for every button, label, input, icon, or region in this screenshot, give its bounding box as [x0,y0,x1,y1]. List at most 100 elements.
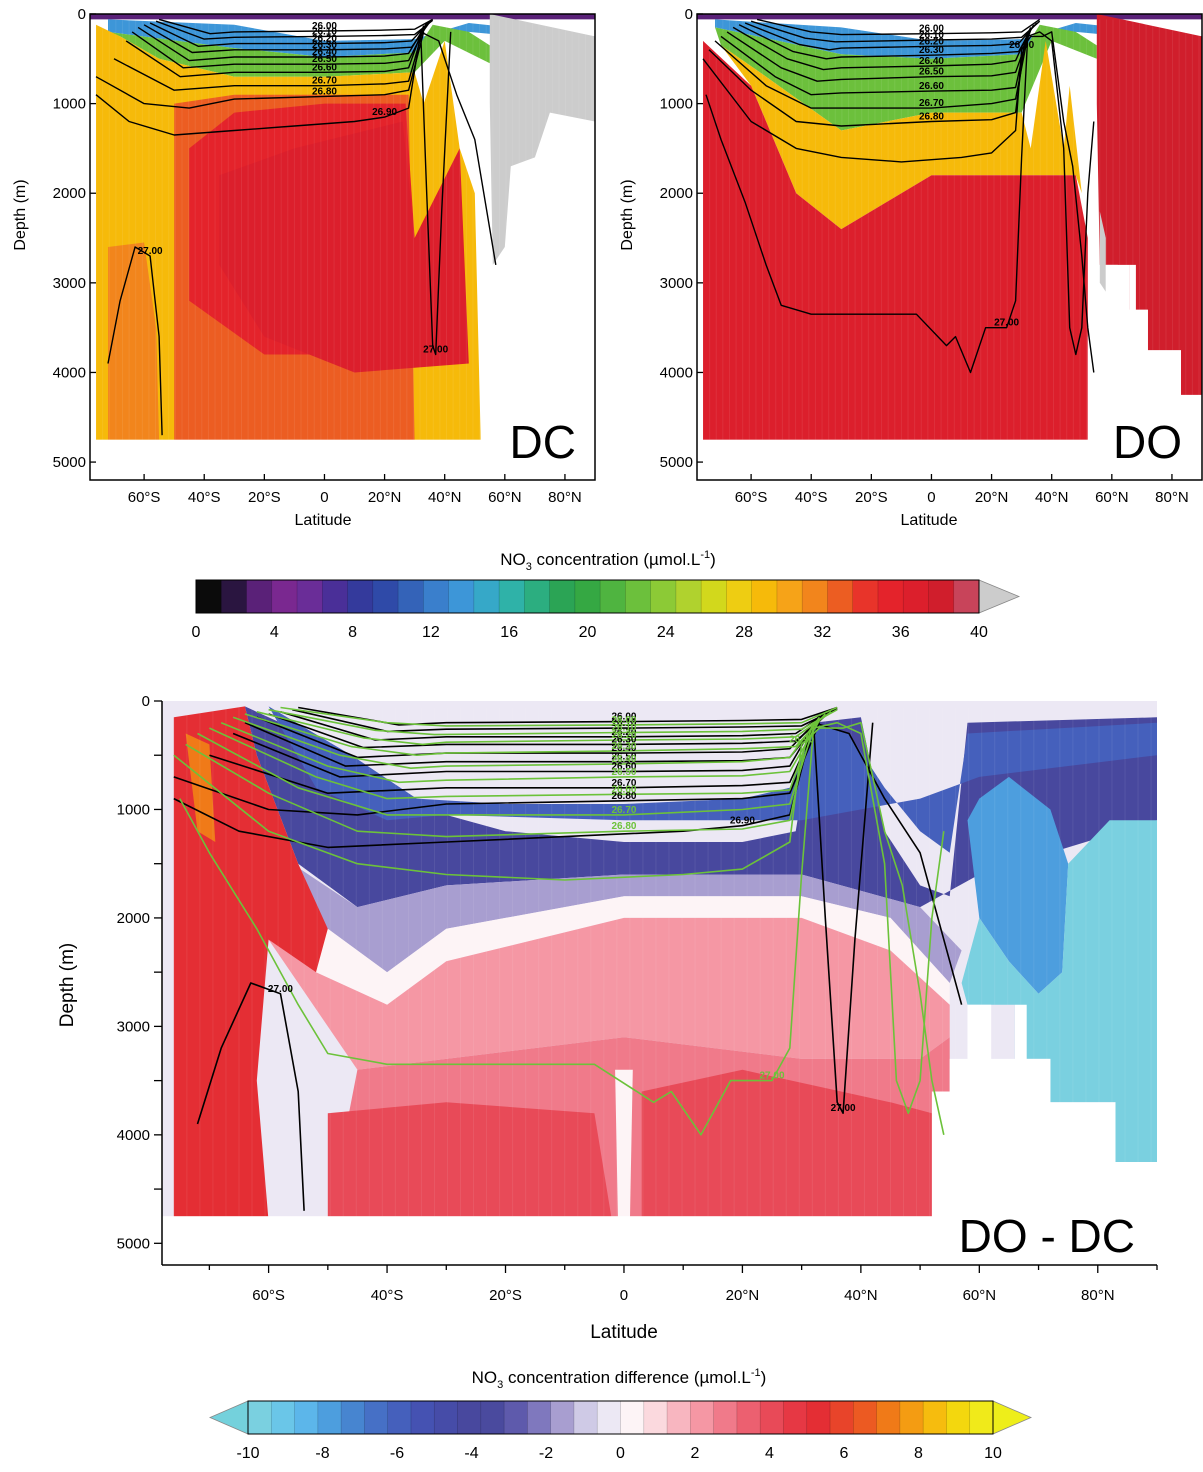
isopycnal-contour [256,711,826,759]
heatmap-layer-diff [162,701,1157,1222]
colorbar-swatch [221,580,248,613]
colorbar-tick-label: 40 [970,624,988,641]
colorbar-no3-title: NO3 concentration (µmol.L-1) [500,549,716,573]
colorbar-extend-max [992,1400,1033,1435]
panel-label-do: DO [1113,416,1182,468]
colorbar-swatch [524,580,551,613]
colorbar-swatch [928,580,955,613]
colorbar-swatch [297,580,323,613]
contour-label: 26.40 [919,56,944,67]
isopycnal-contour [714,36,1029,109]
isopycnal-layer-do [702,18,1095,374]
x-tick-label: 20°N [975,489,1009,506]
isopycnal-contour [256,711,832,746]
below-seafloor [697,439,1202,480]
x-axis-do: 60°S 40°S 20°S 0 20°N 40°N 60°N 80°N [735,474,1189,506]
isopycnal-contour [705,31,1095,374]
x-tick-label: 40°S [795,489,828,506]
colorbar-swatch [751,580,778,613]
colorbar-diff-swatches [208,1400,1033,1435]
colorbar-swatch [726,580,753,613]
contour-label: 27.00 [994,318,1019,329]
contour-label: 26.70 [611,805,636,816]
contour-label: 26.20 [611,727,636,738]
below-seafloor [90,439,595,480]
seafloor-mask [1087,264,1202,445]
heatmap-band [327,1102,613,1222]
x-tick-label: 0 [320,489,328,506]
colorbar-diff: NO3 concentration difference (µmol.L-1) … [208,1367,1033,1462]
y-axis-title-do: Depth (m) [619,179,636,250]
colorbar-swatch [899,1401,924,1434]
colorbar-tick-label: 16 [500,624,518,641]
colorbar-tick-label: 28 [735,624,753,641]
heatmap-band [90,14,595,20]
isopycnal-contour [708,40,1026,127]
x-tick-label: 20°N [726,1287,760,1304]
colorbar-extend-max [978,579,1021,614]
y-tick-label: 3000 [660,275,693,292]
colorbar-swatch [876,1401,901,1434]
colorbar-swatch [473,580,500,613]
isopycnal-contour [280,706,838,727]
contour-label: 26.60 [919,81,944,92]
colorbar-swatch [364,1401,389,1434]
y-axis-title-diff: Depth (m) [57,943,78,1027]
colorbar-swatch [802,580,828,613]
isopycnal-contour [750,20,1041,43]
isopycnal-contour [209,722,815,800]
isopycnal-contour [197,727,815,816]
heatmap-band [967,776,1069,994]
colorbar-tick-label: -6 [390,1445,404,1462]
contour-label: 26.00 [611,712,636,723]
isopycnal-contour [179,721,945,1136]
colorbar-swatch [776,580,803,613]
colorbar-swatch [667,1401,691,1434]
colorbar-diff-title-mid: concentration difference (µmol.L [503,1368,751,1387]
contour-label: 26.50 [312,54,337,65]
heatmap-band [1096,14,1202,400]
x-tick-label: 40°S [371,1287,404,1304]
colorbar-swatch [434,1401,459,1434]
colorbar-no3-title-prefix: NO [500,550,526,569]
y-tick-label: 2000 [53,185,86,202]
land-mask-diff [162,1004,1157,1265]
isopycnal-contour [812,722,874,1114]
frame-do [696,13,1203,481]
colorbar-swatch [246,580,273,613]
x-axis-title-dc: Latitude [295,512,352,529]
colorbar-swatch [480,1401,505,1434]
colorbar-swatch [701,580,727,613]
colorbar-swatch [387,1401,412,1434]
x-axis-title-diff: Latitude [590,1322,658,1343]
contour-label: 27.00 [760,1071,785,1082]
y-axis-do: 0 1000 2000 3000 4000 5000 [660,6,703,471]
x-axis-title-do: Latitude [901,512,958,529]
x-tick-label: 60°S [735,489,768,506]
isopycnal-contour [232,714,821,778]
y-tick-label: 5000 [117,1235,150,1252]
isopycnal-contour [173,721,945,1135]
contour-label: 26.30 [611,741,636,752]
y-axis-dc: 0 1000 2000 3000 4000 5000 [53,6,96,471]
heatmap-band [244,706,1157,908]
colorbar-swatch [341,1401,365,1434]
colorbar-swatch [783,1401,808,1434]
colorbar-swatch [852,580,879,613]
contour-label: 26.20 [312,34,337,45]
isopycnal-contour [185,733,809,838]
contour-label: 26.60 [611,784,636,795]
colorbar-swatch [690,1401,715,1434]
y-axis-title-dc: Depth (m) [12,179,29,250]
isopycnal-contour [420,31,452,356]
contour-label: 26.90 [1009,40,1034,51]
colorbar-no3-title-mid: concentration (µmol.L [532,550,701,569]
isopycnal-contour [298,706,838,726]
contour-label: 26.50 [611,752,636,763]
colorbar-tick-label: 8 [348,624,357,641]
colorbar-swatch [830,1401,854,1434]
colorbar-swatch [423,580,450,613]
colorbar-tick-label: 6 [840,1445,849,1462]
